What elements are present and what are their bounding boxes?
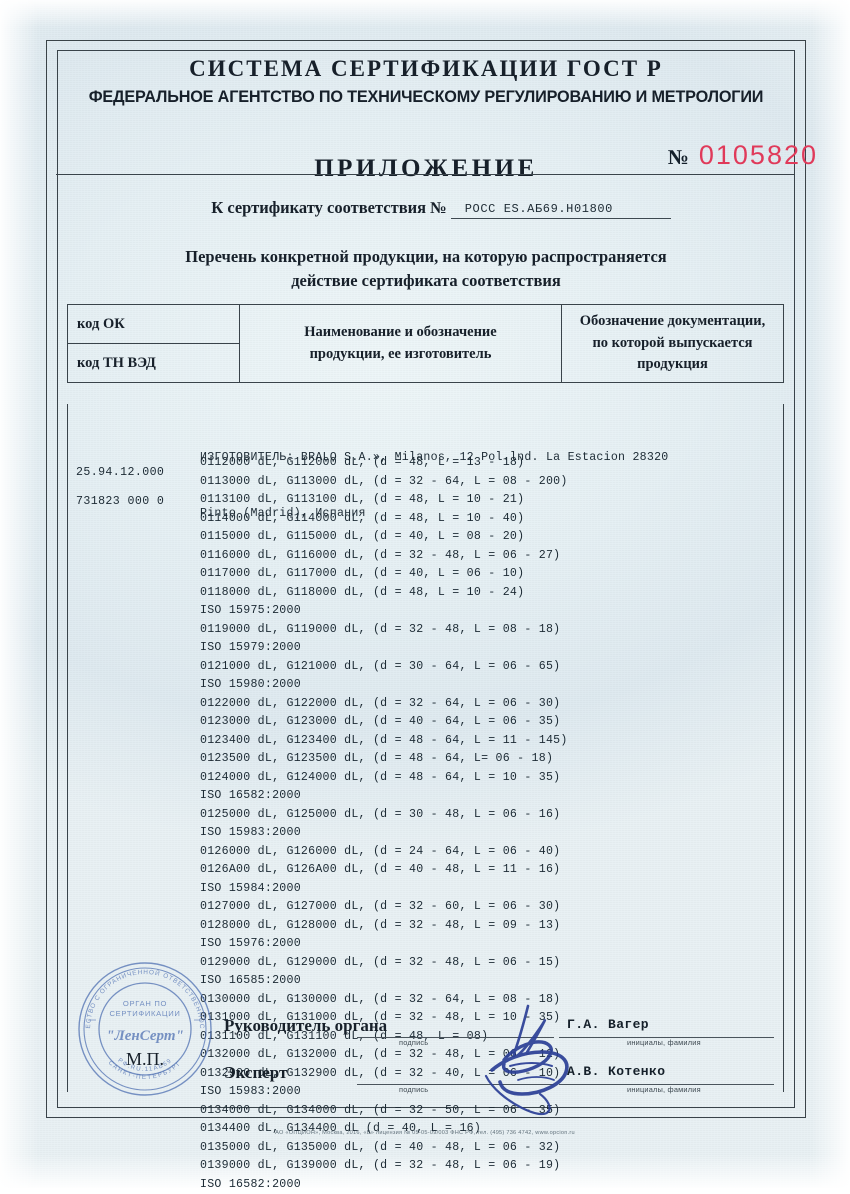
product-line: 0128000 dL, G128000 dL, (d = 32 - 48, L … [200, 917, 568, 936]
product-line: 0124000 dL, G124000 dL, (d = 48 - 64, L … [200, 769, 568, 788]
product-line: 0126A00 dL, G126A00 dL, (d = 40 - 48, L … [200, 861, 568, 880]
certificate-label: К сертификату соответствия № [211, 198, 447, 219]
product-line: 0126000 dL, G126000 dL, (d = 24 - 64, L … [200, 843, 568, 862]
product-line: 0116000 dL, G116000 dL, (d = 32 - 48, L … [200, 547, 568, 566]
product-line: 0139000 dL, G139000 dL, (d = 32 - 48, L … [200, 1157, 568, 1176]
scope-subtitle: Перечень конкретной продукции, на котору… [56, 245, 796, 293]
header-documentation-line1: Обозначение документации, [570, 311, 775, 333]
product-line: 0113000 dL, G113000 dL, (d = 32 - 64, L … [200, 473, 568, 492]
product-line: 0134400 dL, G134400 dL (d = 40, L = 16) [200, 1120, 568, 1139]
header-product-name: Наименование и обозначение продукции, ее… [240, 305, 562, 383]
product-line: ISO 16582:2000 [200, 1176, 568, 1194]
number-sign: № [668, 145, 689, 170]
masthead: СИСТЕМА СЕРТИФИКАЦИИ ГОСТ Р ФЕДЕРАЛЬНОЕ … [56, 50, 796, 107]
product-line: ISO 15980:2000 [200, 676, 568, 695]
table-right-rule [783, 404, 784, 1092]
signature-caption-expert: подпись [399, 1085, 428, 1094]
product-line: ISO 15979:2000 [200, 639, 568, 658]
product-line: 0113100 dL, G113100 dL, (d = 48, L = 10 … [200, 491, 568, 510]
certificate-reference-line: К сертификату соответствия № РОСС ES.АБ6… [56, 198, 796, 219]
certificate-number-field: РОСС ES.АБ69.Н01800 [451, 198, 671, 219]
product-line: 0117000 dL, G117000 dL, (d = 40, L = 06 … [200, 565, 568, 584]
code-column-values: 25.94.12.000 731823 000 0 [76, 458, 164, 516]
product-line: 0118000 dL, G118000 dL, (d = 48, L = 10 … [200, 584, 568, 603]
product-line: ISO 15984:2000 [200, 880, 568, 899]
product-list-area: 25.94.12.000 731823 000 0 ИЗГОТОВИТЕЛЬ: … [67, 404, 784, 1004]
product-line: 0127000 dL, G127000 dL, (d = 32 - 60, L … [200, 898, 568, 917]
masthead-divider [56, 174, 794, 175]
signature-row-expert: Эксперт подпись А.В. Котенко инициалы, ф… [67, 1059, 784, 1106]
header-product-name-line1: Наименование и обозначение [248, 322, 553, 344]
signature-rule-expert [357, 1084, 554, 1085]
product-line: ISO 15976:2000 [200, 935, 568, 954]
product-line: 0119000 dL, G119000 dL, (d = 32 - 48, L … [200, 621, 568, 640]
product-line: 0112000 dL, G112000 dL, (d = 48, L = 13 … [200, 454, 568, 473]
mp-label: М.П. [126, 1049, 164, 1070]
signature-block: Руководитель органа подпись Г.А. Вагер и… [67, 1012, 784, 1106]
header-documentation-line2: по которой выпускается продукция [570, 333, 775, 377]
blank-number-block: № 0105820 [668, 140, 818, 171]
product-line: 0123500 dL, G123500 dL, (d = 48 - 64, L=… [200, 750, 568, 769]
product-line: ISO 15975:2000 [200, 602, 568, 621]
product-line: 0123000 dL, G123000 dL, (d = 40 - 64, L … [200, 713, 568, 732]
name-caption-head: инициалы, фамилия [627, 1038, 701, 1047]
system-title: СИСТЕМА СЕРТИФИКАЦИИ ГОСТ Р [56, 55, 796, 84]
product-table-header: код ОК Наименование и обозначение продук… [67, 304, 784, 383]
product-line: 0121000 dL, G121000 dL, (d = 30 - 64, L … [200, 658, 568, 677]
product-line: 0135000 dL, G135000 dL, (d = 40 - 48, L … [200, 1139, 568, 1158]
product-line: 0115000 dL, G115000 dL, (d = 40, L = 08 … [200, 528, 568, 547]
header-code-tnved: код ТН ВЭД [68, 344, 240, 383]
table-left-rule [67, 404, 68, 1092]
product-line: ISO 16585:2000 [200, 972, 568, 991]
signature-caption-head: подпись [399, 1038, 428, 1047]
code-ok-value: 25.94.12.000 [76, 458, 164, 487]
header-product-name-line2: продукции, ее изготовитель [248, 344, 553, 366]
product-line: 0125000 dL, G125000 dL, (d = 30 - 48, L … [200, 806, 568, 825]
product-line: 0122000 dL, G122000 dL, (d = 32 - 64, L … [200, 695, 568, 714]
masthead-block: СИСТЕМА СЕРТИФИКАЦИИ ГОСТ Р ФЕДЕРАЛЬНОЕ … [56, 50, 796, 293]
name-caption-expert: инициалы, фамилия [627, 1085, 701, 1094]
product-line: 0123400 dL, G123400 dL, (d = 48 - 64, L … [200, 732, 568, 751]
signer-name-expert: А.В. Котенко [567, 1064, 665, 1079]
product-line: ISO 15983:2000 [200, 824, 568, 843]
header-documentation: Обозначение документации, по которой вып… [562, 305, 784, 383]
agency-title: ФЕДЕРАЛЬНОЕ АГЕНТСТВО ПО ТЕХНИЧЕСКОМУ РЕ… [62, 88, 791, 107]
code-tnved-value: 731823 000 0 [76, 487, 164, 516]
table-row: код ОК Наименование и обозначение продук… [68, 305, 784, 344]
scope-subtitle-line1: Перечень конкретной продукции, на котору… [56, 245, 796, 269]
header-code-ok: код ОК [68, 305, 240, 344]
product-line: 0129000 dL, G129000 dL, (d = 32 - 48, L … [200, 954, 568, 973]
signature-row-head: Руководитель органа подпись Г.А. Вагер и… [67, 1012, 784, 1059]
product-line: ISO 16582:2000 [200, 787, 568, 806]
blank-number-value: 0105820 [699, 140, 818, 171]
role-label-expert: Эксперт [224, 1063, 287, 1083]
role-label-head: Руководитель органа [224, 1016, 387, 1036]
signature-rule-head [357, 1037, 554, 1038]
product-line: 0114000 dL, G114000 dL, (d = 48, L = 10 … [200, 510, 568, 529]
certificate-number-value: РОСС ES.АБ69.Н01800 [465, 202, 613, 216]
product-line: 0130000 dL, G130000 dL, (d = 32 - 64, L … [200, 991, 568, 1010]
scope-subtitle-line2: действие сертификата соответствия [56, 269, 796, 293]
signer-name-head: Г.А. Вагер [567, 1017, 649, 1032]
